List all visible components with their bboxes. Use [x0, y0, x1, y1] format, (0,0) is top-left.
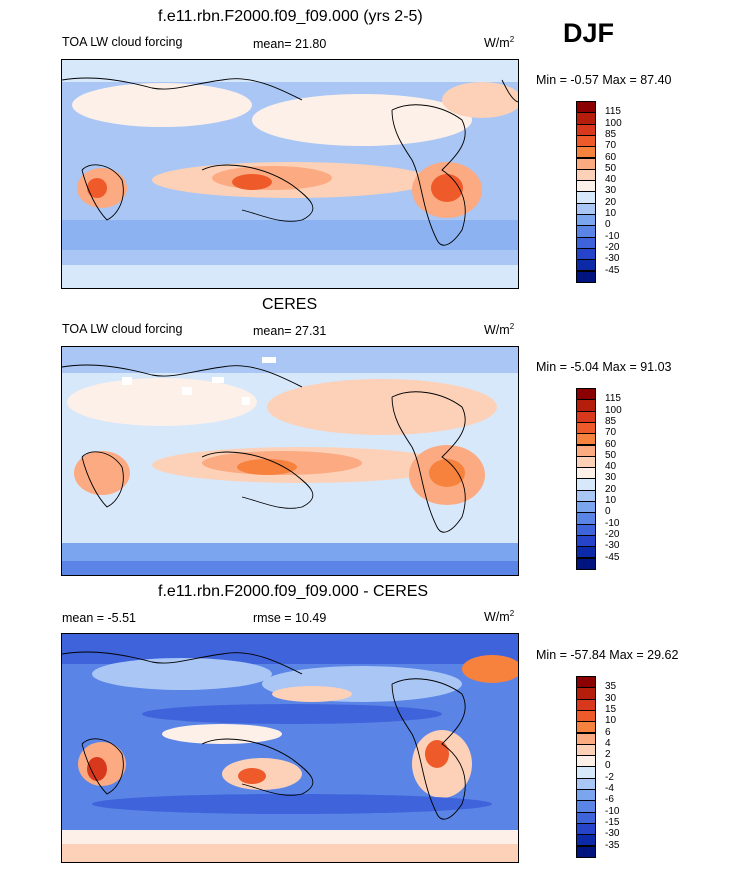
colorbar-tick-label: -6 — [605, 794, 614, 806]
colorbar-tick-label: -20 — [605, 528, 620, 540]
colorbar-tick-label: -10 — [605, 230, 620, 242]
colorbar-swatch — [576, 557, 596, 570]
panel-1-mean-label: mean= 21.80 — [253, 37, 327, 51]
colorbar-tick-label: 40 — [605, 461, 617, 473]
colorbar-tick-label: 70 — [605, 427, 617, 439]
panel-2-variable-label: TOA LW cloud forcing — [62, 322, 183, 336]
colorbar-swatch — [576, 845, 596, 858]
panel-2-units: W/m2 — [484, 322, 515, 338]
colorbar-tick-label: -45 — [605, 264, 620, 276]
panel-2-map — [61, 346, 519, 576]
colorbar-tick-label: -30 — [605, 253, 620, 265]
colorbar-tick-label: 20 — [605, 483, 617, 495]
panel-1-variable-label: TOA LW cloud forcing — [62, 35, 183, 49]
colorbar-tick-label: -45 — [605, 551, 620, 563]
colorbar-tick-label: 115 — [605, 393, 621, 405]
panel-1-colorbar: 115 100 85 70 60 50 40 30 20 10 0 -10 -20 -30 -45 — [576, 101, 636, 283]
colorbar-tick-label: -4 — [605, 783, 614, 794]
colorbar-tick-label: 15 — [605, 703, 617, 715]
panel-3-colorbar: 35 30 15 10 6 4 2 0 -2 -4 -6 -10 -15 -30 -35 — [576, 676, 636, 858]
colorbar-tick-label: 4 — [605, 737, 611, 749]
colorbar-tick-label: 2 — [605, 749, 611, 761]
colorbar-tick-label: -30 — [605, 828, 620, 840]
colorbar-tick-label: -2 — [605, 771, 614, 783]
colorbar-tick-label: 0 — [605, 506, 611, 518]
panel-2-title: CERES — [262, 296, 318, 313]
colorbar-tick-label: 6 — [605, 726, 611, 738]
panel-3-mean-label: mean = -5.51 — [62, 611, 137, 625]
colorbar-tick-label: 50 — [605, 162, 617, 174]
colorbar-tick-label: 0 — [605, 760, 611, 772]
colorbar-tick-label: 85 — [605, 415, 617, 427]
colorbar-tick-label: 70 — [605, 140, 617, 152]
panel-1-minmax: Min = -0.57 Max = 87.40 — [536, 73, 672, 87]
colorbar-tick-label: 10 — [605, 495, 617, 506]
colorbar-tick-label: 0 — [605, 219, 611, 231]
season-label: DJF — [563, 18, 615, 48]
panel-1-units: W/m2 — [484, 35, 515, 51]
colorbar-tick-label: 100 — [605, 117, 622, 129]
colorbar-tick-label: 20 — [605, 196, 617, 208]
colorbar-tick-label: -15 — [605, 816, 620, 828]
colorbar-tick-label: 30 — [605, 472, 617, 484]
panel-1-map — [61, 59, 519, 289]
colorbar-tick-label: -10 — [605, 805, 620, 817]
panel-2-colorbar: 115 100 85 70 60 50 40 30 20 10 0 -10 -20 -30 -45 — [576, 388, 636, 570]
colorbar-tick-label: 30 — [605, 692, 617, 704]
panel-3-units: W/m2 — [484, 609, 515, 625]
panel-2-mean-label: mean= 27.31 — [253, 324, 327, 338]
colorbar-tick-label: 40 — [605, 174, 617, 186]
colorbar-tick-label: 100 — [605, 404, 622, 416]
panel-2-minmax: Min = -5.04 Max = 91.03 — [536, 360, 672, 374]
colorbar-tick-label: 50 — [605, 449, 617, 461]
colorbar-tick-label: 10 — [605, 715, 617, 727]
colorbar-tick-label: -10 — [605, 517, 620, 529]
panel-3-minmax: Min = -57.84 Max = 29.62 — [536, 648, 679, 662]
colorbar-tick-label: 85 — [605, 128, 617, 140]
panel-3-rmse-label: rmse = 10.49 — [253, 611, 327, 625]
colorbar-tick-label: 10 — [605, 208, 617, 219]
colorbar-tick-label: 30 — [605, 185, 617, 197]
colorbar-tick-label: -20 — [605, 241, 620, 253]
colorbar-tick-label: 60 — [605, 151, 617, 163]
colorbar-tick-label: -35 — [605, 839, 620, 851]
colorbar-swatch — [576, 270, 596, 283]
colorbar-tick-label: 115 — [605, 106, 621, 118]
colorbar-tick-label: 60 — [605, 438, 617, 450]
panel-1-title: f.e11.rbn.F2000.f09_f09.000 (yrs 2-5) — [158, 8, 423, 25]
panel-3-title: f.e11.rbn.F2000.f09_f09.000 - CERES — [158, 583, 429, 600]
colorbar-tick-label: 35 — [605, 681, 617, 693]
panel-3-map — [61, 633, 519, 863]
colorbar-tick-label: -30 — [605, 540, 620, 552]
